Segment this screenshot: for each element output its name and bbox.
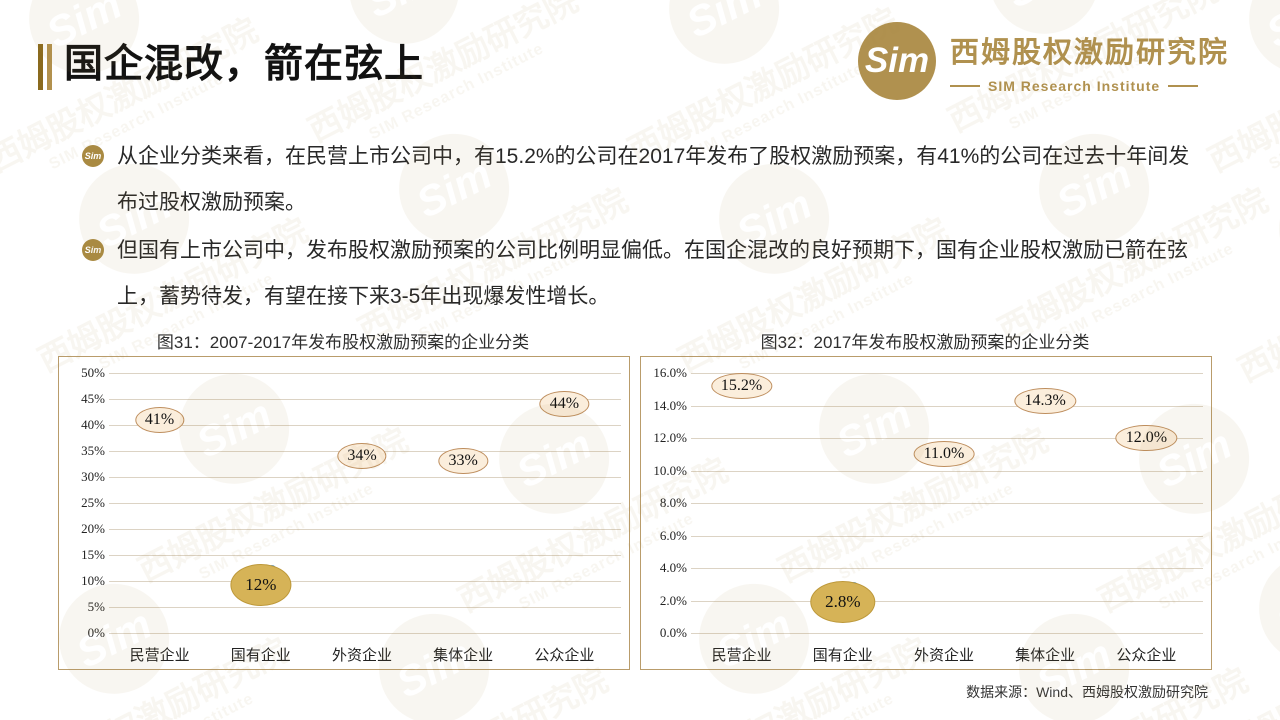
gridline (691, 373, 1203, 374)
data-point-bubble: 12% (230, 564, 292, 607)
y-axis-tick-label: 0% (87, 625, 105, 640)
y-axis-tick-label: 30% (81, 469, 105, 484)
chart-title-left: 图31：2007-2017年发布股权激励预案的企业分类 (156, 333, 530, 352)
y-axis-tick-label: 45% (81, 391, 105, 406)
gridline (109, 399, 621, 400)
data-point-bubble: 44% (539, 391, 590, 418)
data-point-bubble: 41% (134, 406, 185, 433)
x-axis-category-label: 国有企业 (230, 648, 291, 664)
chart-left: 50% 45% 40% 35% 30% 25% 20% 15% 10% 5% 0% 民营企业 国有企业 外… (58, 356, 630, 670)
bullet-item: Sim 从企业分类来看，在民营上市公司中，有15.2%的公司在2017年发布了股… (82, 134, 1192, 226)
y-axis-tick-label: 0.0% (659, 625, 687, 640)
gridline (109, 607, 621, 608)
x-axis-category-label: 公众企业 (534, 648, 595, 664)
logo: Sim 西姆股权激励研究院 SIM Research Institute (858, 22, 1229, 100)
y-axis-tick-label: 12.0% (653, 430, 687, 445)
y-axis-tick-label: 20% (81, 521, 105, 536)
x-axis-category-label: 集体企业 (1015, 648, 1076, 664)
data-point-bubble: 14.3% (1014, 387, 1076, 414)
gridline (109, 633, 621, 634)
sim-watermark-icon: Sim (1230, 0, 1280, 93)
gridline (109, 529, 621, 530)
bullet-item: Sim 但国有上市公司中，发布股权激励预案的公司比例明显偏低。在国企混改的良好预… (82, 228, 1192, 320)
y-axis-tick-label: 8.0% (659, 495, 687, 510)
page-title: 国企混改，箭在弦上 (64, 43, 425, 86)
data-point-bubble: 2.8% (810, 581, 876, 624)
gridline (691, 503, 1203, 504)
sim-bullet-icon: Sim (82, 239, 104, 261)
y-axis-tick-label: 35% (81, 443, 105, 458)
x-axis-category-label: 外资企业 (331, 648, 393, 664)
y-axis-tick-label: 15% (81, 547, 105, 562)
data-source-note: 数据来源：Wind、西姆股权激励研究院 (966, 684, 1208, 700)
bullet-text: 但国有上市公司中，发布股权激励预案的公司比例明显偏低。在国企混改的良好预期下，国… (117, 239, 1188, 308)
gridline (691, 568, 1203, 569)
data-point-bubble: 33% (438, 448, 488, 475)
x-axis-category-label: 国有企业 (812, 648, 873, 664)
chart-title-right: 图32：2017年发布股权激励预案的企业分类 (760, 333, 1090, 352)
watermark-text-cn: 西姆股权激励研究院 (1232, 221, 1280, 389)
x-axis-category-label: 集体企业 (433, 648, 494, 664)
data-point-bubble: 12.0% (1115, 425, 1178, 451)
gridline (109, 503, 621, 504)
logo-text: 西姆股权激励研究院 SIM Research Institute (950, 29, 1229, 94)
x-axis-category-label: 公众企业 (1116, 648, 1177, 664)
gridline (109, 425, 621, 426)
sim-logo-icon: Sim (858, 22, 936, 100)
y-axis-tick-label: 4.0% (659, 560, 687, 575)
accent-bar (38, 44, 43, 90)
data-point-bubble: 34% (337, 443, 387, 470)
bullet-text: 从企业分类来看，在民营上市公司中，有15.2%的公司在2017年发布了股权激励预… (117, 145, 1190, 214)
gridline (691, 535, 1203, 537)
title-accent-bars (38, 44, 52, 90)
x-axis-category-label: 民营企业 (129, 648, 190, 664)
gridline (691, 438, 1203, 439)
y-axis-tick-label: 25% (81, 495, 105, 510)
sim-bullet-icon: Sim (82, 145, 104, 167)
chart-right: 16.0% 14.0% 12.0% 10.0% 8.0% 6.0% 4.0% 2.0% 0.0%… (640, 356, 1212, 670)
x-axis-category-label: 民营企业 (711, 648, 772, 664)
y-axis-tick-label: 50% (81, 365, 105, 380)
y-axis-tick-label: 6.0% (659, 527, 687, 543)
y-axis-tick-label: 5% (87, 599, 105, 614)
gridline (691, 405, 1203, 407)
y-axis-tick-label: 10.0% (653, 462, 687, 478)
gridline (109, 477, 621, 478)
watermark-text-en: SIM Research Institute (1231, 247, 1280, 417)
logo-name-cn: 西姆股权激励研究院 (950, 36, 1230, 69)
watermark-text-en: SIM Research Institute (331, 687, 642, 720)
y-axis-tick-label: 40% (81, 417, 105, 432)
gridline (109, 581, 621, 582)
y-axis-tick-label: 2.0% (659, 592, 687, 608)
y-axis-tick-label: 10% (81, 573, 105, 588)
x-axis-category-label: 外资企业 (913, 648, 975, 664)
gridline (691, 633, 1203, 634)
accent-bar (47, 44, 52, 90)
y-axis-tick-label: 14.0% (653, 397, 687, 413)
logo-name-en: SIM Research Institute (950, 78, 1229, 94)
gridline (109, 555, 621, 556)
data-point-bubble: 15.2% (710, 373, 773, 399)
sim-watermark-icon: Sim (650, 0, 799, 83)
gridline (691, 600, 1203, 602)
data-point-bubble: 11.0% (913, 441, 975, 468)
watermark-text-en: SIM Research Institute (1211, 627, 1280, 720)
gridline (109, 373, 621, 374)
y-axis-tick-label: 16.0% (653, 365, 687, 380)
sim-watermark-icon: Sim (1240, 534, 1280, 683)
gridline (691, 470, 1203, 472)
sim-watermark-icon: Sim (1260, 154, 1280, 303)
